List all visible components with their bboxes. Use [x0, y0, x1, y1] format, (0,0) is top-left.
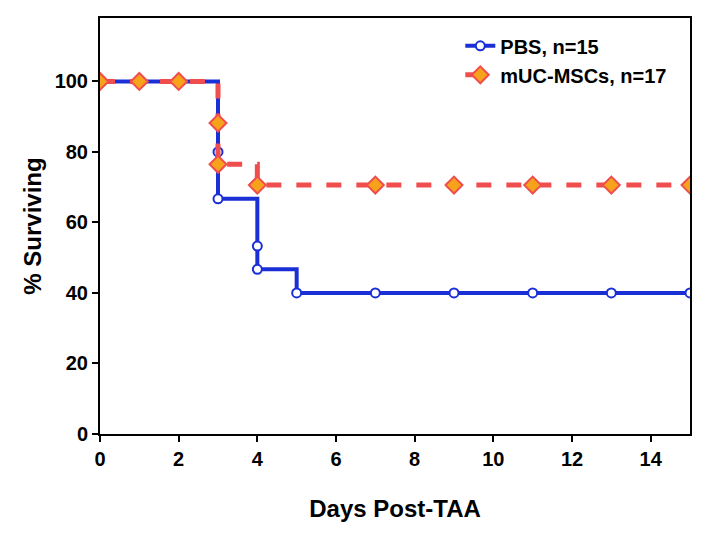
svg-text:Days Post-TAA: Days Post-TAA [309, 495, 481, 522]
svg-text:0: 0 [94, 448, 105, 470]
svg-text:4: 4 [252, 448, 264, 470]
svg-text:100: 100 [55, 70, 88, 92]
svg-text:60: 60 [66, 211, 88, 233]
svg-text:40: 40 [66, 282, 88, 304]
svg-text:10: 10 [482, 448, 504, 470]
svg-text:PBS, n=15: PBS, n=15 [500, 36, 598, 58]
svg-text:6: 6 [330, 448, 341, 470]
svg-text:2: 2 [173, 448, 184, 470]
svg-text:mUC-MSCs, n=17: mUC-MSCs, n=17 [500, 65, 666, 87]
svg-text:20: 20 [66, 352, 88, 374]
svg-text:0: 0 [77, 423, 88, 445]
svg-text:12: 12 [561, 448, 583, 470]
svg-text:8: 8 [409, 448, 420, 470]
svg-text:% Surviving: % Surviving [19, 157, 46, 294]
svg-text:14: 14 [640, 448, 663, 470]
svg-text:80: 80 [66, 141, 88, 163]
